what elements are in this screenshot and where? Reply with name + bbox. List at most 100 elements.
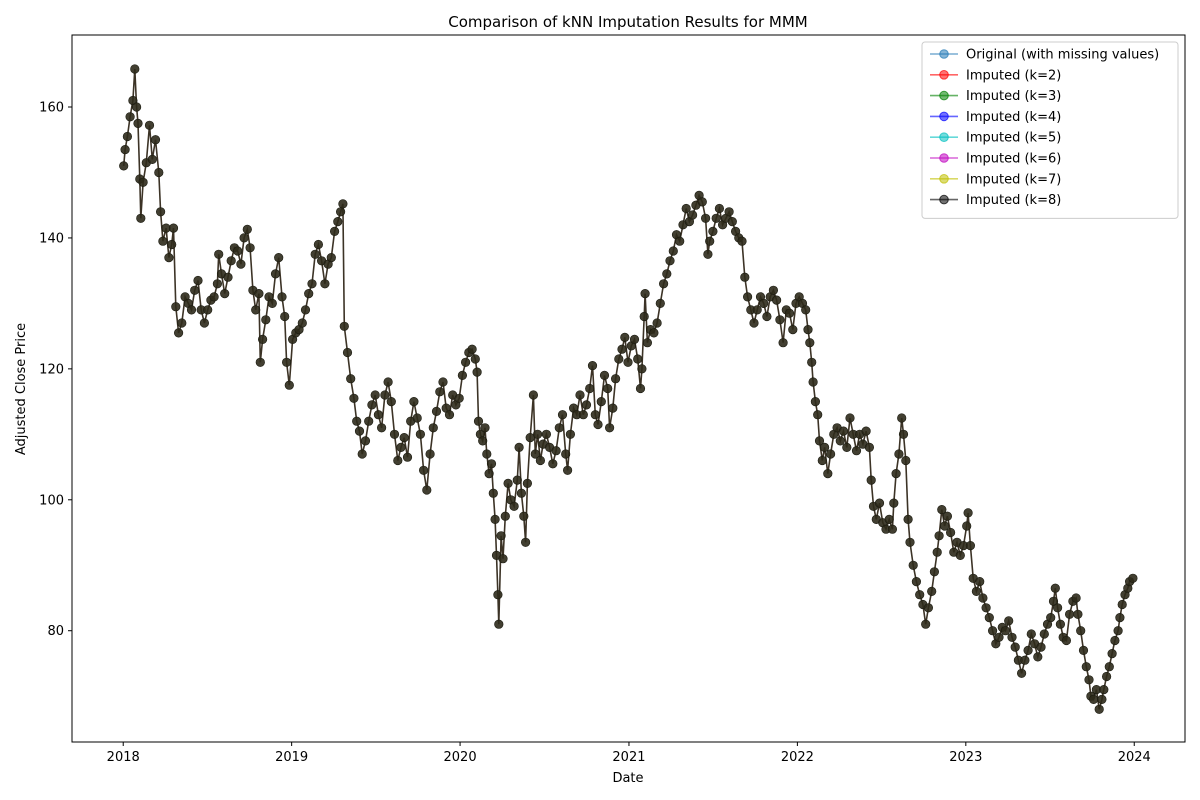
data-point: [939, 521, 950, 531]
legend-label: Original (with missing values): [966, 48, 1159, 63]
data-point: [614, 354, 624, 364]
data-point: [934, 531, 944, 541]
data-point: [932, 547, 942, 557]
data-point: [352, 416, 362, 426]
data-point: [512, 475, 522, 485]
data-point: [346, 374, 356, 384]
data-point: [199, 318, 209, 328]
data-point: [490, 514, 500, 525]
data-point: [514, 442, 524, 453]
data-point: [150, 135, 161, 145]
data-point: [697, 197, 707, 207]
data-point: [620, 332, 630, 343]
data-point: [665, 256, 675, 266]
data-point: [1033, 652, 1043, 662]
y-tick-label: 140: [39, 231, 64, 246]
data-point: [994, 632, 1004, 642]
data-point: [409, 397, 419, 407]
data-point: [903, 514, 913, 525]
data-point: [639, 311, 649, 322]
y-tick-label: 120: [39, 362, 64, 377]
data-point: [557, 410, 568, 420]
data-point: [122, 131, 132, 142]
data-point: [740, 272, 750, 282]
data-point: [532, 429, 543, 439]
x-tick-label: 2023: [949, 750, 982, 765]
data-point: [519, 511, 529, 521]
data-point: [349, 393, 359, 403]
data-point: [461, 357, 471, 367]
data-point: [516, 488, 527, 498]
data-point: [898, 429, 909, 439]
data-point: [130, 64, 140, 74]
data-point: [254, 289, 264, 299]
data-point: [486, 459, 497, 469]
data-point: [887, 524, 898, 534]
data-point: [214, 249, 224, 259]
data-point: [1117, 599, 1127, 610]
data-point: [575, 390, 585, 400]
data-point: [428, 423, 438, 433]
data-point: [1076, 626, 1086, 636]
data-point: [596, 397, 606, 407]
data-point: [399, 433, 409, 443]
data-point: [503, 478, 513, 489]
data-point: [419, 465, 429, 475]
data-point: [1115, 612, 1125, 623]
data-point: [629, 334, 640, 345]
data-point: [955, 550, 965, 561]
data-point: [778, 338, 788, 348]
data-point: [132, 102, 142, 112]
data-point: [561, 449, 571, 459]
data-point: [383, 377, 393, 387]
data-point: [981, 603, 991, 613]
data-point: [915, 590, 925, 600]
data-point: [703, 249, 713, 259]
data-point: [714, 203, 725, 214]
data-point: [1046, 612, 1056, 623]
data-point: [681, 203, 691, 214]
data-point: [494, 619, 504, 629]
data-point: [412, 413, 422, 423]
data-point: [807, 357, 817, 367]
data-point: [119, 161, 129, 171]
data-point: [493, 590, 503, 600]
data-point: [590, 410, 600, 420]
y-tick-label: 100: [39, 493, 64, 508]
data-point: [942, 511, 953, 521]
data-point: [482, 449, 492, 459]
data-point: [945, 527, 956, 538]
data-point: [803, 325, 813, 335]
data-point: [220, 289, 230, 299]
x-tick-label: 2019: [275, 750, 308, 765]
data-point: [133, 118, 143, 128]
data-point: [610, 374, 621, 384]
data-point: [1004, 616, 1014, 626]
legend-label: Imputed (k=8): [966, 193, 1061, 208]
data-point: [364, 416, 374, 426]
data-point: [874, 498, 885, 508]
data-point: [402, 452, 413, 462]
data-point: [929, 567, 940, 577]
data-point: [261, 315, 271, 325]
data-point: [578, 410, 588, 420]
data-point: [500, 511, 510, 521]
data-point: [431, 406, 442, 417]
data-point: [425, 449, 435, 459]
data-point: [258, 334, 268, 345]
data-point: [711, 213, 721, 223]
data-point: [891, 469, 901, 479]
data-point: [652, 318, 662, 328]
data-point: [274, 253, 284, 263]
data-point: [585, 383, 595, 394]
series-layer: [119, 64, 1138, 714]
data-point: [642, 338, 653, 348]
data-point: [894, 449, 904, 459]
data-point: [687, 210, 698, 220]
data-point: [470, 354, 480, 364]
data-point: [438, 377, 448, 387]
data-point: [120, 145, 130, 155]
data-point: [360, 436, 371, 446]
data-point: [357, 449, 367, 459]
data-point: [174, 328, 184, 338]
